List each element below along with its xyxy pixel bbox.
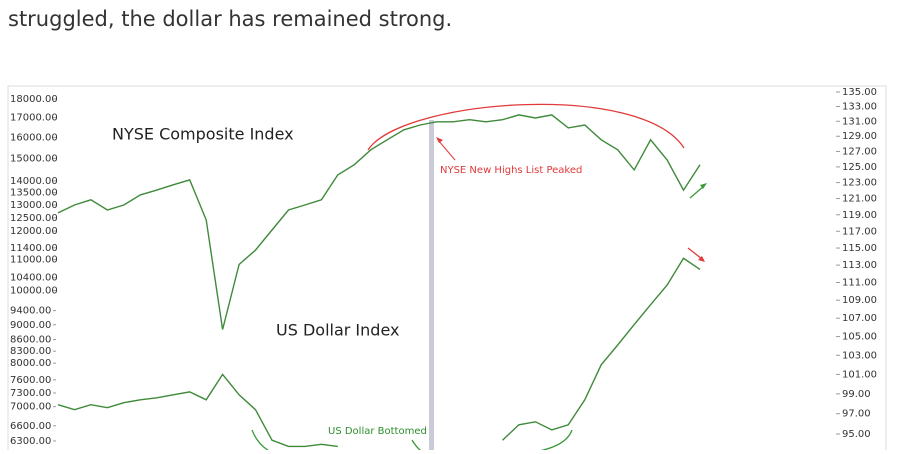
bottom-arc-right — [505, 429, 573, 454]
annotation: NYSE New Highs List Peaked — [440, 165, 582, 176]
y2-tick-label: 109.00 — [842, 295, 877, 306]
y-tick-label: 6300.00 — [10, 436, 51, 447]
y-tick-label: 10400.00 — [10, 273, 58, 284]
y-tick-label: 7000.00 — [10, 402, 51, 413]
y2-tick-label: 101.00 — [842, 369, 877, 380]
y2-tick-label: 103.00 — [842, 350, 877, 361]
y-tick-label: 13000.00 — [10, 200, 58, 211]
y2-tick-label: 131.00 — [842, 116, 877, 127]
y2-tick-label: 121.00 — [842, 194, 877, 205]
series-line — [502, 257, 701, 441]
y-tick-label: 10000.00 — [10, 285, 58, 296]
y-tick-label: 12500.00 — [10, 213, 58, 224]
y2-tick-label: 115.00 — [842, 243, 877, 254]
article-text: struggled, the dollar has remained stron… — [8, 7, 452, 31]
y-tick-label: 6600.00 — [10, 421, 51, 432]
y-tick-label: 13500.00 — [10, 188, 58, 199]
annotation-arrow — [437, 139, 456, 161]
y2-tick-label: 105.00 — [842, 332, 877, 343]
arrow-head — [436, 137, 443, 143]
arrow-head — [698, 256, 705, 262]
y-tick-label: 16000.00 — [10, 132, 58, 143]
y2-tick-label: 117.00 — [842, 226, 877, 237]
y-tick-label: 9000.00 — [10, 320, 51, 331]
arrow-head — [700, 183, 707, 189]
y-tick-label: 14000.00 — [10, 176, 58, 187]
y2-tick-label: 129.00 — [842, 131, 877, 142]
series-label: US Dollar Index — [276, 321, 399, 340]
series-line — [57, 114, 701, 330]
up-arrow — [689, 185, 705, 199]
down-arrow — [687, 247, 703, 260]
bottom-arc-mid — [411, 439, 428, 454]
y-tick-label: 18000.00 — [10, 94, 58, 105]
y-tick-label: 12000.00 — [10, 226, 58, 237]
series-line — [57, 373, 338, 448]
y-tick-label: 17000.00 — [10, 113, 58, 124]
top-arc — [367, 103, 685, 151]
y2-tick-label: 111.00 — [842, 278, 877, 289]
y2-tick-label: 127.00 — [842, 146, 877, 157]
highlight-band — [429, 120, 434, 454]
series-label: NYSE Composite Index — [112, 125, 294, 144]
annotation: US Dollar Bottomed — [328, 426, 427, 437]
y2-tick-label: 97.00 — [842, 409, 871, 420]
chart-frame — [7, 85, 887, 454]
y2-tick-label: 123.00 — [842, 178, 877, 189]
y2-tick-label: 125.00 — [842, 162, 877, 173]
y2-tick-label: 135.00 — [842, 87, 877, 98]
y-tick-label: 8000.00 — [10, 358, 51, 369]
y-tick-label: 7600.00 — [10, 375, 51, 386]
y-tick-label: 8300.00 — [10, 346, 51, 357]
y-tick-label: 9400.00 — [10, 306, 51, 317]
y2-tick-label: 119.00 — [842, 210, 877, 221]
y2-tick-label: 95.00 — [842, 429, 871, 440]
y-tick-label: 11000.00 — [10, 254, 58, 265]
y2-tick-label: 107.00 — [842, 313, 877, 324]
y-tick-label: 11400.00 — [10, 243, 58, 254]
y-tick-label: 15000.00 — [10, 153, 58, 164]
y-tick-label: 8600.00 — [10, 335, 51, 346]
y2-tick-label: 133.00 — [842, 102, 877, 113]
y2-tick-label: 113.00 — [842, 260, 877, 271]
y-tick-label: 7300.00 — [10, 388, 51, 399]
y2-tick-label: 99.00 — [842, 389, 871, 400]
